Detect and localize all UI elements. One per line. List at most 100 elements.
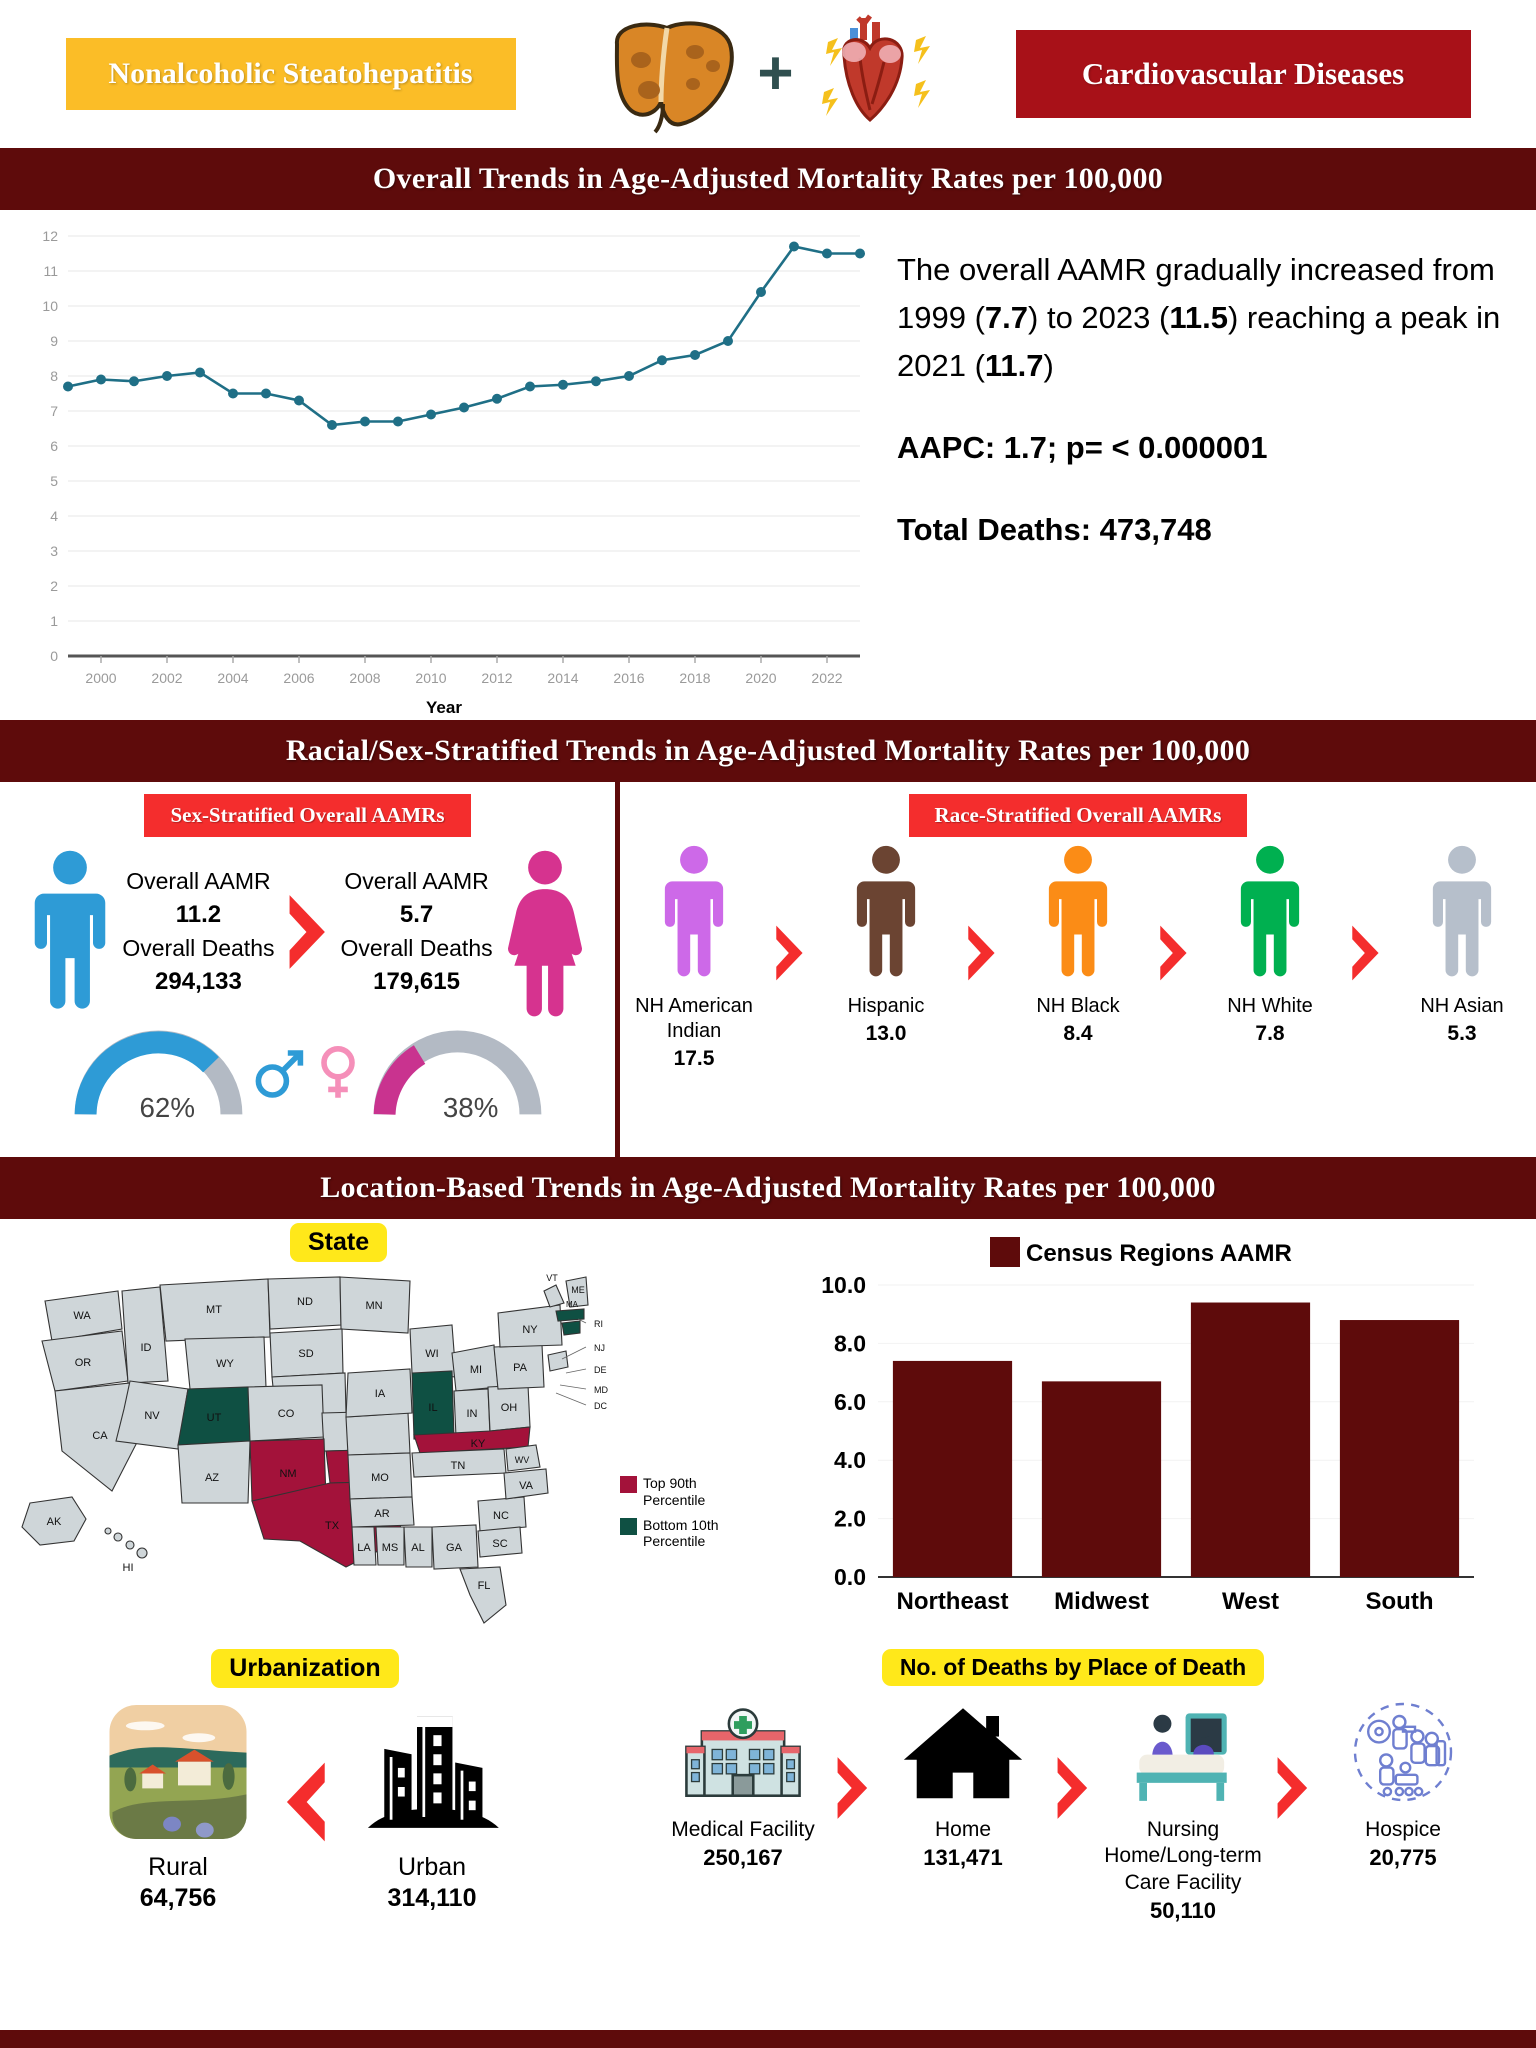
svg-text:2020: 2020 [745,670,776,686]
svg-text:VT: VT [546,1273,558,1283]
svg-text:AZ: AZ [205,1472,219,1484]
rural-item: Rural 64,756 [103,1702,253,1913]
race-label: NH Black [1036,995,1120,1017]
aamr-peak-value: 11.7 [984,348,1044,384]
svg-text:AR: AR [374,1508,389,1520]
svg-text:OH: OH [501,1402,518,1414]
sex-banner: Sex-Stratified Overall AAMRs [144,794,471,837]
footer-bar [0,2030,1536,2048]
place-item-nursing-home: Nursing Home/Long-term Care Facility 50,… [1099,1698,1267,1924]
us-map-container: State WA OR ID MT ND MN WY SD NE CA NV U… [0,1219,790,1649]
race-value: 5.3 [1447,1022,1477,1045]
svg-text:ND: ND [297,1296,313,1308]
svg-text:2004: 2004 [217,670,248,686]
race-value: 7.8 [1255,1022,1285,1045]
urban-label: Urban [397,1853,467,1881]
female-aamr-value: 5.7 [399,900,434,928]
map-legend-item-bottom: Bottom 10th Percentile [620,1517,719,1551]
legend-swatch [620,1476,637,1493]
location-section: State WA OR ID MT ND MN WY SD NE CA NV U… [0,1219,1536,1649]
hospice-value: 20,775 [1369,1845,1437,1871]
race-label: Hispanic [847,995,925,1017]
race-item-nh-american-indian: NH American Indian 17.5 [620,843,768,1071]
svg-text:2008: 2008 [349,670,380,686]
line-chart-container: 0 1 2 3 4 5 6 7 8 9 10 11 12 2000 2002 2004 2006 2008 2010… [0,210,875,720]
svg-text:WV: WV [515,1455,530,1465]
sex-banner-wrap: Sex-Stratified Overall AAMRs [0,794,615,837]
svg-text:2014: 2014 [547,670,578,686]
svg-text:South: South [1366,1588,1434,1615]
svg-text:6.0: 6.0 [834,1389,866,1415]
svg-text:Northeast: Northeast [896,1588,1008,1615]
svg-text:FL: FL [478,1580,491,1592]
house-icon [903,1708,1023,1799]
svg-text:10.0: 10.0 [821,1272,866,1298]
heart-icon [821,14,930,122]
female-percent-text: 38% [442,1092,497,1123]
medical-facility-value: 250,167 [703,1845,783,1871]
header: Nonalcoholic Steatohepatitis + [0,0,1536,148]
sex-stratified-panel: Sex-Stratified Overall AAMRs Overall AAM… [0,782,620,1157]
legend-label: Bottom 10th Percentile [643,1516,719,1550]
person-figure-icon [664,845,724,977]
us-choropleth-map: WA OR ID MT ND MN WY SD NE CA NV UT CO K… [21,1273,608,1624]
svg-text:IN: IN [467,1408,478,1420]
band-overall-trends: Overall Trends in Age-Adjusted Mortality… [0,148,1536,210]
svg-text:8.0: 8.0 [834,1330,866,1356]
place-of-death-comparison: Medical Facility 250,167 Home 131,471 [610,1698,1536,1924]
svg-text:UT: UT [207,1412,222,1424]
place-item-hospice: Hospice 20,775 [1319,1698,1487,1871]
rural-label: Rural [148,1853,208,1881]
female-deaths-label: Overall Deaths [340,935,493,961]
medical-facility-label: Medical Facility [671,1818,815,1841]
male-figure-icon [35,850,106,1009]
svg-text:5: 5 [50,473,58,489]
svg-text:KY: KY [471,1438,486,1450]
map-legend: Top 90th Percentile Bottom 10th Percentile [620,1475,719,1558]
female-percent-gauge: 38% [373,1030,541,1123]
svg-text:MT: MT [206,1304,222,1316]
place-comparator-1-icon [831,1752,875,1833]
race-banner: Race-Stratified Overall AAMRs [908,794,1248,837]
svg-text:WI: WI [425,1348,438,1360]
race-label: NH White [1227,995,1313,1017]
male-aamr-label: Overall AAMR [126,868,271,895]
female-deaths-value: 179,615 [373,967,460,995]
svg-text:WA: WA [73,1310,91,1322]
svg-text:2000: 2000 [85,670,116,686]
cvd-badge: Cardiovascular Diseases [1015,30,1471,118]
male-stats: Overall AAMR 11.2 Overall Deaths 294,133 [122,865,274,998]
svg-text:NV: NV [144,1410,160,1422]
race-comparator-3-icon [1154,921,1194,994]
male-deaths-label: Overall Deaths [122,935,275,961]
svg-text:West: West [1222,1588,1279,1615]
svg-text:MO: MO [371,1472,389,1484]
svg-text:DE: DE [594,1365,607,1375]
trend-sentence-part1: The overall AAMR gradually increased fro… [897,252,1495,336]
race-stratified-panel: Race-Stratified Overall AAMRs NH America… [620,782,1536,1157]
hospice-care-icon [1353,1702,1453,1802]
svg-text:DC: DC [594,1401,607,1411]
svg-text:8: 8 [50,368,58,384]
svg-text:10: 10 [42,298,58,314]
legend-swatch [620,1517,637,1535]
urbanization-comparison: Rural 64,756 [0,1702,610,1913]
female-stats: Overall AAMR 5.7 Overall Deaths 179,615 [341,865,493,998]
svg-text:MD: MD [594,1385,608,1395]
female-symbol-icon [320,1045,355,1098]
trend-summary-text: The overall AAMR gradually increased fro… [875,210,1536,720]
trend-sentence: The overall AAMR gradually increased fro… [897,246,1506,390]
svg-text:NC: NC [493,1510,509,1522]
liver-icon [615,21,735,134]
svg-text:4.0: 4.0 [834,1447,866,1473]
female-figure-icon [507,850,582,1017]
nursing-home-label: Nursing Home/Long-term Care Facility [1104,1818,1262,1894]
census-regions-bar-chart: Census Regions AAMR 0.0 2.0 4.0 6.0 8.0 10.0 No… [821,1237,1474,1615]
svg-text:IL: IL [428,1402,437,1414]
svg-text:PA: PA [513,1362,528,1374]
band-location: Location-Based Trends in Age-Adjusted Mo… [0,1157,1536,1219]
svg-text:2022: 2022 [811,670,842,686]
male-symbol-icon [255,1049,303,1098]
race-value: 17.5 [673,1047,715,1070]
